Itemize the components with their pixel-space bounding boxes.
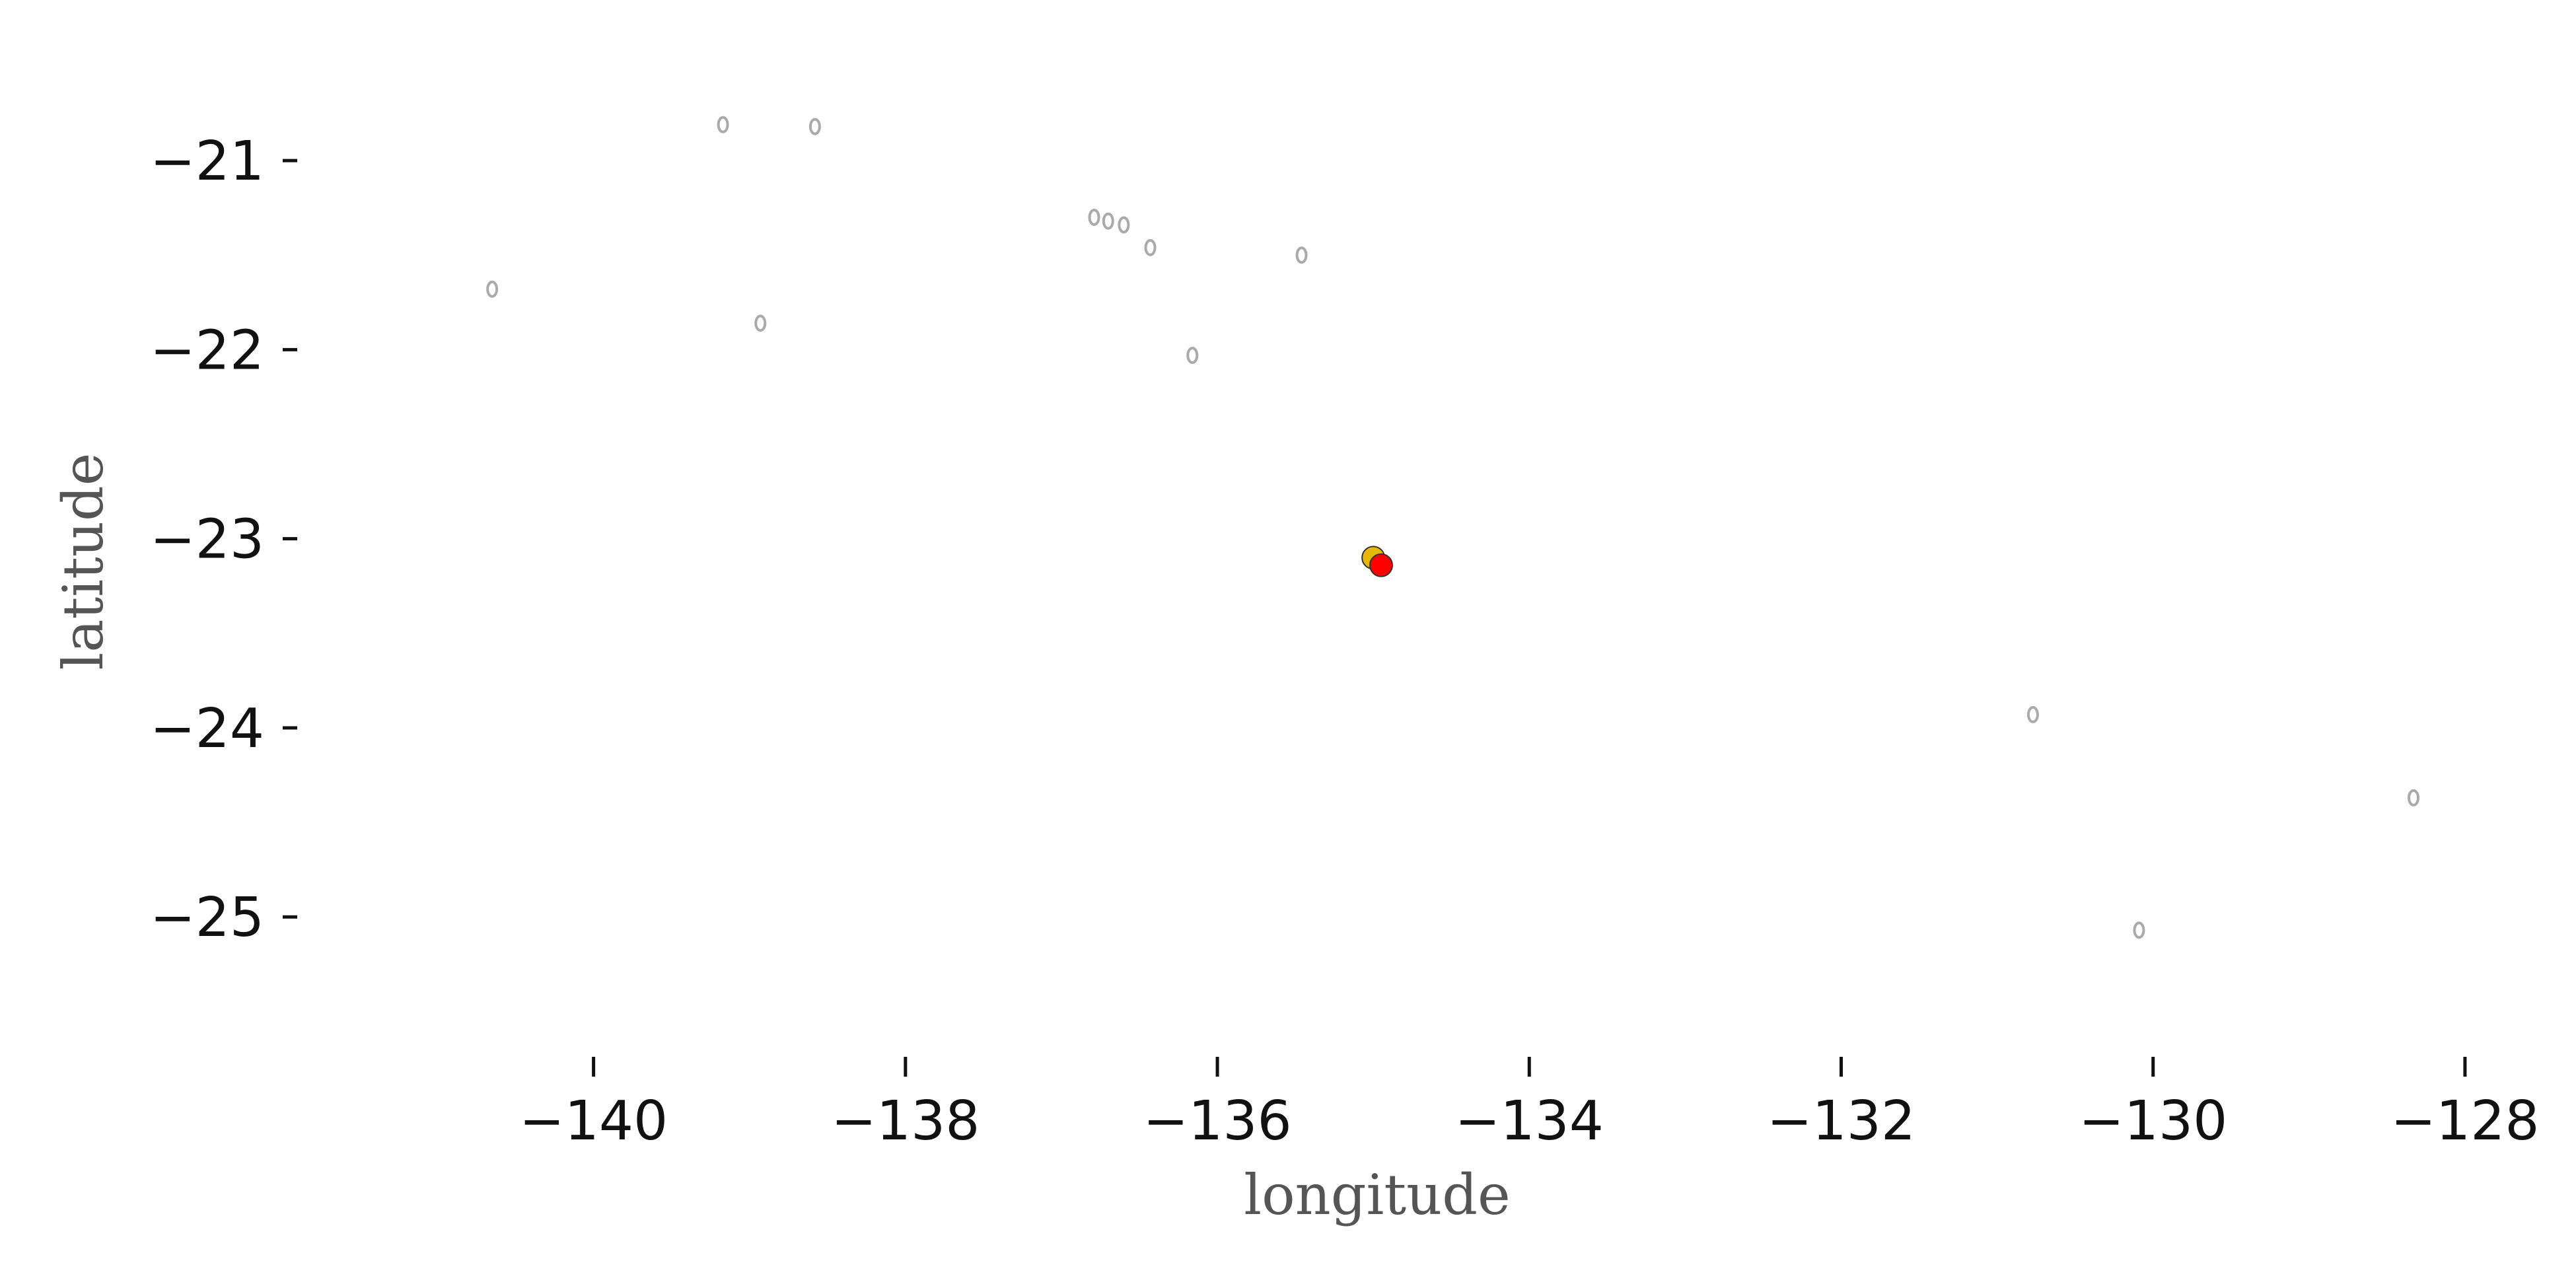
x-axis-label: longitude — [1244, 1163, 1511, 1227]
x-tick-label-6: −128 — [2390, 1090, 2539, 1153]
y-tick-label-0: −21 — [150, 130, 264, 193]
x-axis: −140 −138 −136 −134 −132 −130 −128 — [519, 1057, 2540, 1153]
island-outline-9 — [1186, 347, 1199, 364]
x-tick-label-1: −138 — [831, 1090, 980, 1153]
y-tick-label-2: −23 — [150, 509, 264, 571]
island-outline-7 — [1144, 238, 1157, 256]
island-outline-1 — [717, 116, 729, 133]
y-axis-label: latitude — [51, 453, 116, 670]
island-outline-11 — [2133, 921, 2145, 939]
coastline-layer — [486, 116, 2420, 939]
island-outline-5 — [1102, 212, 1114, 230]
y-axis: −21 −22 −23 −24 −25 — [150, 130, 297, 949]
island-outline-10 — [2026, 705, 2039, 723]
x-tick-label-4: −132 — [1767, 1090, 1915, 1153]
island-outline-12 — [2408, 789, 2420, 806]
island-outline-2 — [808, 118, 821, 135]
y-tick-label-1: −22 — [150, 319, 264, 382]
y-tick-label-3: −24 — [150, 698, 264, 760]
x-tick-label-3: −134 — [1455, 1090, 1604, 1153]
point-layer — [1361, 546, 1393, 577]
island-outline-8 — [1295, 246, 1308, 264]
x-tick-label-2: −136 — [1143, 1090, 1291, 1153]
y-tick-label-4: −25 — [150, 886, 264, 949]
island-outline-0 — [486, 280, 499, 298]
island-outline-3 — [754, 314, 767, 332]
x-tick-label-0: −140 — [519, 1090, 668, 1153]
island-outline-4 — [1088, 209, 1100, 227]
island-outline-6 — [1118, 216, 1130, 234]
x-tick-label-5: −130 — [2079, 1090, 2227, 1153]
data-point-1-0 — [1369, 553, 1393, 577]
